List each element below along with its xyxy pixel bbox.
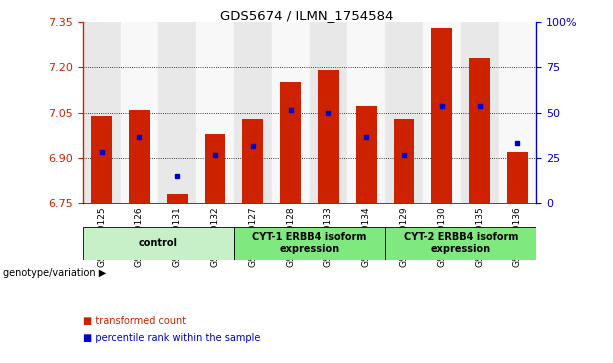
Bar	[432, 28, 452, 203]
Text: GDS5674 / ILMN_1754584: GDS5674 / ILMN_1754584	[220, 9, 393, 22]
Bar	[423, 22, 461, 203]
Text: CYT-1 ERBB4 isoform
expression: CYT-1 ERBB4 isoform expression	[253, 232, 367, 254]
Bar	[394, 119, 414, 203]
Bar	[196, 22, 234, 203]
Bar	[272, 22, 310, 203]
Text: CYT-2 ERBB4 isoform
expression: CYT-2 ERBB4 isoform expression	[403, 232, 518, 254]
Text: ■ percentile rank within the sample: ■ percentile rank within the sample	[83, 333, 260, 343]
Bar	[234, 227, 385, 260]
Bar	[83, 227, 234, 260]
Text: genotype/variation ▶: genotype/variation ▶	[3, 268, 106, 278]
Bar	[280, 82, 301, 203]
Text: ■ transformed count: ■ transformed count	[83, 316, 186, 326]
Bar	[167, 194, 188, 203]
Bar	[205, 134, 226, 203]
Bar	[461, 22, 498, 203]
Bar	[243, 119, 263, 203]
Bar	[310, 22, 348, 203]
Bar	[507, 152, 528, 203]
Bar	[348, 22, 385, 203]
Bar	[385, 227, 536, 260]
Bar	[385, 22, 423, 203]
Bar	[318, 70, 339, 203]
Bar	[158, 22, 196, 203]
Bar	[129, 110, 150, 203]
Bar	[356, 106, 376, 203]
Text: control: control	[139, 238, 178, 248]
Bar	[234, 22, 272, 203]
Bar	[121, 22, 158, 203]
Bar	[470, 58, 490, 203]
Bar	[91, 115, 112, 203]
Bar	[83, 22, 121, 203]
Bar	[498, 22, 536, 203]
